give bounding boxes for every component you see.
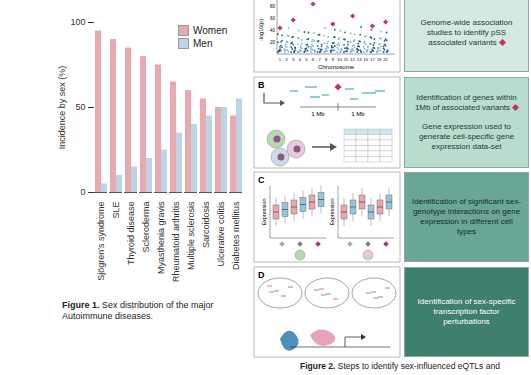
html-text:Figure 1. Sex distribution of: Figure 1. Sex distribution of the major … (62, 300, 214, 321)
svg-text:80: 80 (270, 4, 276, 9)
svg-text:20: 20 (270, 40, 276, 45)
svg-text:1: 1 (279, 57, 282, 62)
svg-text:1 Mb: 1 Mb (311, 111, 325, 117)
svg-text:Thyroid disease: Thyroid disease (126, 202, 136, 266)
svg-text:6: 6 (312, 57, 315, 62)
svg-text:22: 22 (383, 57, 388, 62)
svg-text:Expression: Expression (329, 198, 335, 225)
svg-text:3: 3 (292, 57, 295, 62)
svg-text:60: 60 (270, 16, 276, 21)
svg-text:0: 0 (80, 187, 85, 197)
svg-text:Sarcoidosis: Sarcoidosis (201, 201, 211, 248)
svg-text:12: 12 (350, 57, 355, 62)
html-text:Identification of significant: Identification of significant sex-genoty… (412, 197, 521, 236)
html-text:Figure 2. Steps to identify se: Figure 2. Steps to identify sex-influenc… (300, 361, 500, 371)
svg-text:Rheumatoid arthritis: Rheumatoid arthritis (171, 201, 181, 282)
svg-text:2: 2 (285, 57, 288, 62)
svg-text:10: 10 (337, 57, 342, 62)
svg-text:D: D (258, 270, 265, 280)
svg-text:B: B (258, 80, 265, 90)
svg-text:Expression: Expression (261, 198, 267, 225)
svg-text:Scleroderma: Scleroderma (141, 202, 151, 253)
html-text:Women: Women (193, 25, 228, 36)
svg-text:13: 13 (357, 57, 362, 62)
svg-text:Incidence by sex (%): Incidence by sex (%) (57, 66, 67, 150)
svg-text:C: C (258, 175, 265, 185)
svg-text:19: 19 (377, 57, 382, 62)
svg-text:17: 17 (370, 57, 375, 62)
svg-text:Myasthenia gravis: Myasthenia gravis (156, 201, 166, 274)
svg-text:40: 40 (270, 28, 276, 33)
html-text:Gene expression used to genera: Gene expression used to generate cell-sp… (418, 122, 515, 151)
svg-text:50: 50 (75, 102, 85, 112)
svg-text:9: 9 (332, 57, 335, 62)
svg-text:Chromosome: Chromosome (318, 64, 355, 70)
svg-text:4: 4 (299, 57, 302, 62)
svg-text:Multiple sclerosis: Multiple sclerosis (186, 201, 196, 270)
svg-text:Ulcerative colitis: Ulcerative colitis (216, 201, 226, 267)
svg-text:5: 5 (305, 57, 308, 62)
svg-text:Sjögren's syndrome: Sjögren's syndrome (96, 202, 106, 281)
svg-text:1 Mb: 1 Mb (351, 111, 365, 117)
svg-text:SLE: SLE (111, 202, 121, 219)
svg-text:11: 11 (344, 57, 349, 62)
svg-text:Diabetes mellitus: Diabetes mellitus (231, 201, 241, 270)
html-text:Men: Men (193, 38, 213, 49)
html-text:Genome-wide association studie: Genome-wide association studies to ident… (420, 18, 513, 47)
svg-text:8: 8 (325, 57, 328, 62)
svg-text:15: 15 (363, 57, 368, 62)
svg-text:-log10(p): -log10(p) (258, 19, 264, 41)
svg-text:7: 7 (318, 57, 321, 62)
svg-text:100: 100 (70, 17, 85, 27)
html-text:Identification of genes within: Identification of genes within 1Mb of as… (414, 93, 517, 112)
html-text:Identification of sex-specific: Identification of sex-specific transcrip… (417, 297, 516, 326)
